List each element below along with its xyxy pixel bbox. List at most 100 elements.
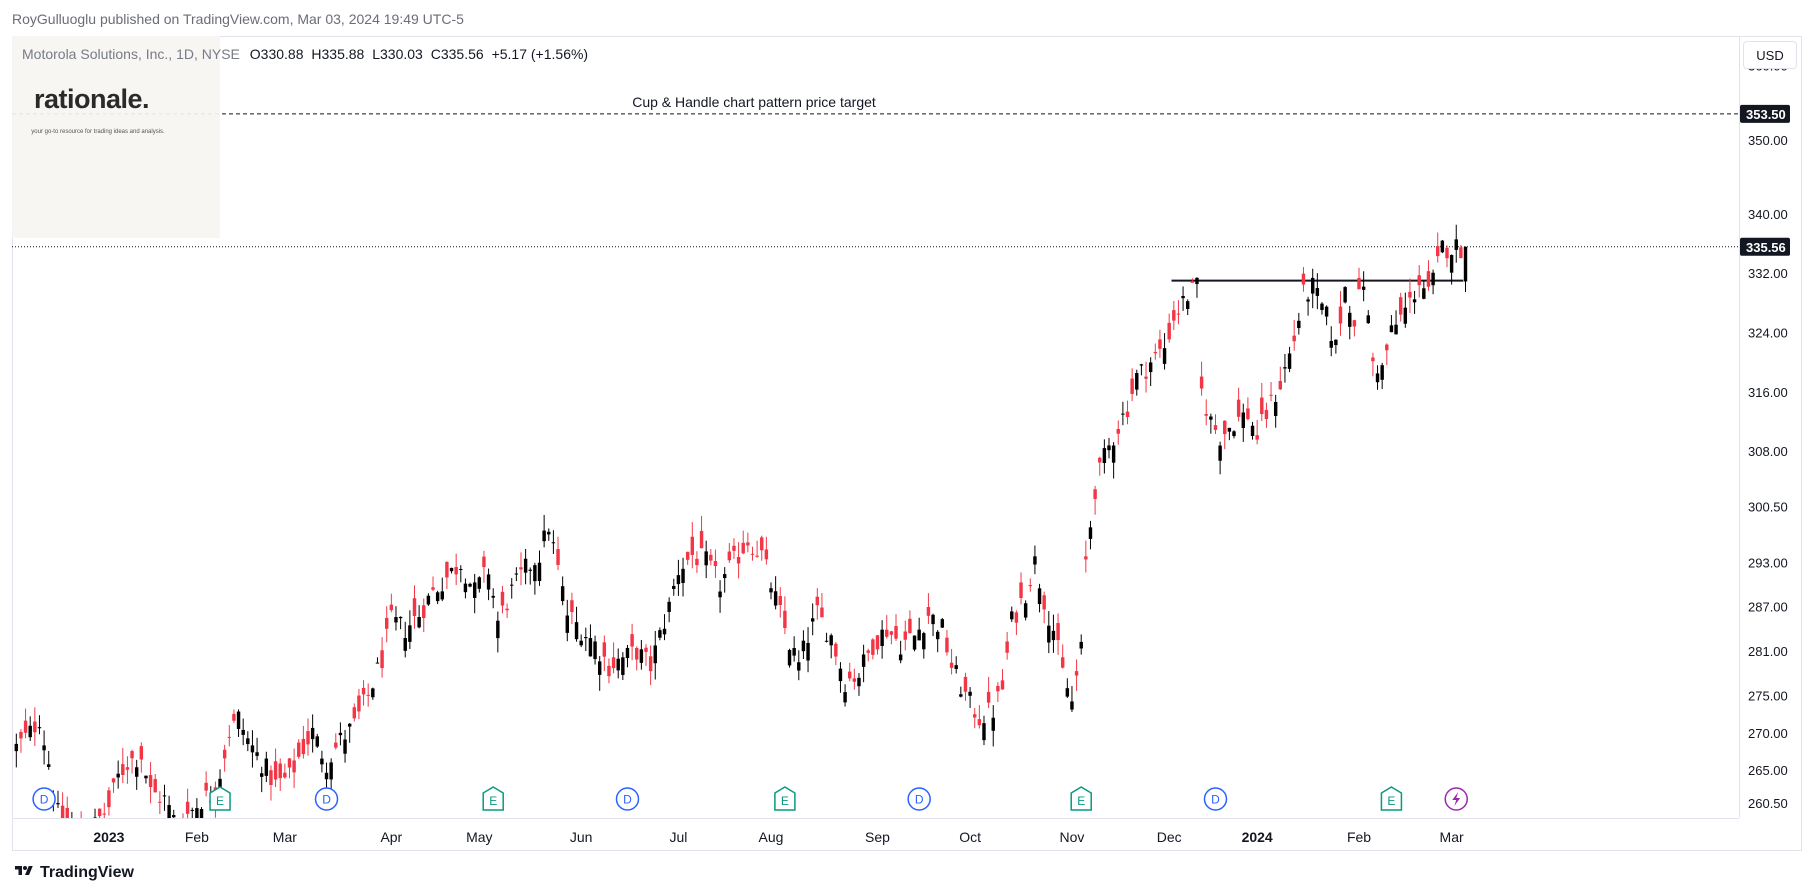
tradingview-footer-logo[interactable]: TradingView	[12, 864, 134, 882]
candle	[1315, 273, 1320, 310]
candle	[681, 557, 685, 597]
candle	[834, 641, 838, 666]
earnings-event-marker[interactable]: E	[482, 786, 504, 811]
candle	[551, 530, 556, 555]
candle	[584, 627, 588, 652]
candle	[1297, 312, 1301, 335]
candle	[880, 620, 884, 659]
candle	[1153, 343, 1158, 360]
price-axis-labels: 360.00350.00340.00332.00324.00316.00308.…	[1740, 59, 1790, 811]
candle	[514, 567, 519, 582]
dividend-event-marker[interactable]: D	[1203, 787, 1228, 811]
candle	[1060, 644, 1065, 669]
earnings-event-marker[interactable]: E	[1380, 786, 1403, 811]
candle	[778, 587, 782, 618]
price-tick-label: 324.00	[1748, 325, 1788, 340]
candle	[653, 630, 657, 680]
candle	[255, 737, 259, 761]
candle	[898, 640, 903, 664]
candle	[408, 610, 412, 650]
candle	[1371, 352, 1375, 377]
candle	[931, 613, 935, 637]
candle	[486, 568, 491, 601]
candle	[440, 577, 444, 602]
time-axis[interactable]: 2023 Feb Mar Apr May Jun Jul Aug Sep Oct Nov Dec 202…	[12, 818, 1739, 852]
price-chart[interactable]: Cup & Handle chart pattern price target …	[12, 36, 1739, 818]
candle	[1014, 610, 1019, 636]
candle	[704, 540, 708, 579]
time-tick-label: Feb	[185, 829, 209, 845]
candle	[1227, 427, 1232, 441]
candle	[134, 759, 139, 790]
candle	[685, 551, 690, 565]
candle	[1107, 437, 1111, 459]
candle	[1283, 353, 1287, 383]
candle	[431, 576, 435, 592]
time-axis-labels: 2023 Feb Mar Apr May Jun Jul Aug Sep Oct Nov Dec 202…	[93, 829, 1464, 845]
earnings-event-marker[interactable]: E	[774, 786, 796, 811]
candle	[42, 730, 46, 765]
candle	[389, 593, 394, 613]
candle	[1121, 401, 1125, 426]
price-axis[interactable]: 360.00350.00340.00332.00324.00316.00308.…	[1739, 36, 1803, 818]
candle	[1454, 224, 1458, 263]
candle	[125, 756, 130, 784]
candle	[287, 758, 292, 779]
candle	[755, 540, 759, 558]
dividend-event-marker[interactable]: D	[32, 787, 56, 811]
candle	[1306, 296, 1310, 316]
chart-plot-area[interactable]: Cup & Handle chart pattern price target …	[12, 36, 1739, 818]
candle	[690, 522, 695, 569]
candle	[1394, 310, 1398, 335]
candle	[1292, 319, 1296, 351]
candle	[1278, 366, 1283, 391]
candle	[579, 634, 583, 648]
candle	[894, 614, 898, 641]
candle	[1144, 361, 1148, 393]
price-tick-label: 293.00	[1748, 555, 1788, 570]
dividend-event-marker[interactable]: D	[314, 787, 339, 811]
currency-button[interactable]: USD	[1743, 41, 1797, 69]
candle	[556, 536, 560, 571]
candle	[1334, 339, 1338, 354]
candle	[352, 703, 357, 722]
split-event-marker[interactable]	[1444, 787, 1468, 811]
candle	[736, 542, 741, 579]
candle	[422, 598, 426, 633]
candle	[1070, 686, 1074, 712]
candle	[1047, 611, 1051, 654]
dividend-event-marker[interactable]: D	[615, 787, 640, 811]
candle	[204, 771, 208, 797]
dividend-event-marker[interactable]: D	[907, 787, 931, 811]
candle	[1269, 382, 1273, 402]
candle	[1213, 414, 1218, 434]
candle	[889, 630, 894, 645]
price-tick-label: 340.00	[1748, 207, 1788, 222]
candle	[848, 662, 852, 682]
candle	[1357, 267, 1361, 290]
candle	[861, 644, 866, 683]
candle	[667, 597, 671, 623]
svg-text:D: D	[40, 793, 49, 807]
candle	[153, 774, 157, 793]
candle	[1195, 277, 1199, 298]
candle	[1185, 299, 1190, 315]
candle	[111, 778, 116, 793]
chart-frame	[12, 36, 1802, 851]
candle	[297, 739, 301, 759]
earnings-event-marker[interactable]: E	[209, 786, 231, 811]
candle	[1264, 402, 1269, 428]
candle	[1190, 278, 1195, 283]
candle	[445, 561, 449, 589]
candle	[1301, 267, 1306, 292]
candle	[713, 549, 718, 578]
earnings-event-marker[interactable]: E	[1070, 786, 1092, 811]
candle	[1459, 244, 1463, 259]
candle	[320, 750, 324, 773]
candle	[1148, 357, 1153, 386]
candle	[852, 668, 857, 690]
candle	[185, 788, 190, 818]
candle	[1380, 362, 1384, 390]
overlay-lines: Cup & Handle chart pattern price target	[12, 94, 1739, 282]
